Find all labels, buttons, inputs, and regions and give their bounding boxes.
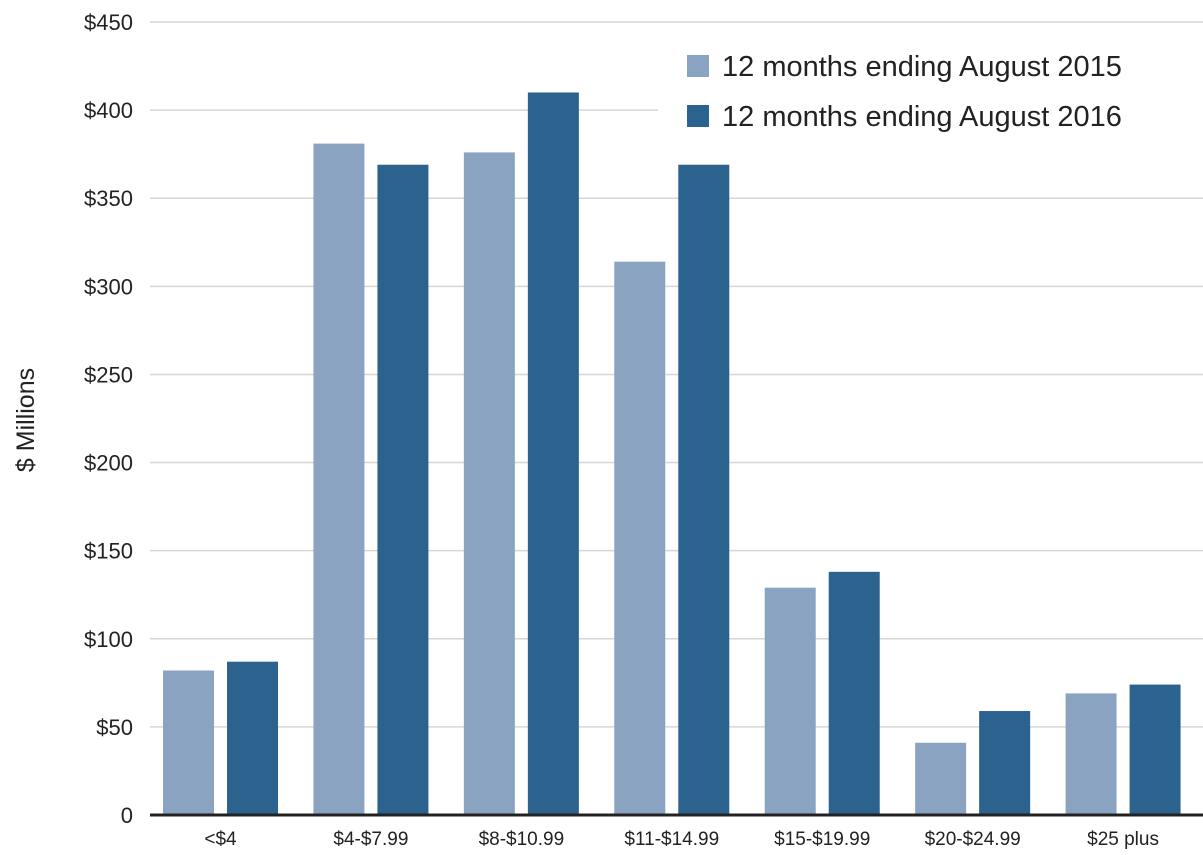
bar-2015-1 — [313, 143, 365, 816]
legend-swatch — [687, 105, 709, 127]
x-category-label: $20-$24.99 — [925, 829, 1021, 850]
bar-2015-5 — [915, 742, 967, 815]
y-tick-label: $450 — [84, 10, 133, 35]
legend-label: 12 months ending August 2015 — [722, 51, 1122, 83]
x-category-label: $4-$7.99 — [333, 829, 408, 850]
bar-2016-1 — [377, 164, 429, 816]
bar-2015-3 — [614, 261, 666, 815]
bars — [163, 92, 1181, 816]
y-tick-label: $50 — [96, 715, 133, 740]
bar-2016-6 — [1129, 684, 1181, 815]
x-axis-categories: <$4 $4-$7.99 $8-$10.99 $11-$14.99 $15-$19.99… — [204, 829, 1159, 850]
legend-background — [658, 42, 1203, 142]
y-tick-label: $350 — [84, 186, 133, 211]
bar-2016-0 — [227, 661, 278, 815]
x-category-label: $15-$19.99 — [774, 829, 870, 850]
y-axis-title: $ Millions — [12, 368, 40, 472]
bar-2015-2 — [463, 152, 515, 816]
bar-2015-0 — [163, 670, 214, 815]
x-category-label: <$4 — [204, 829, 237, 850]
y-tick-label: $150 — [84, 539, 133, 564]
bar-2016-3 — [678, 164, 730, 816]
y-tick-label: $250 — [84, 362, 133, 387]
y-tick-label: $400 — [84, 98, 133, 123]
bar-2016-5 — [979, 711, 1031, 815]
bar-2016-2 — [527, 92, 579, 815]
legend-swatch — [687, 55, 709, 77]
legend: 12 months ending August 2015 12 months en… — [658, 42, 1203, 142]
bar-2016-4 — [828, 571, 880, 815]
y-tick-label: $300 — [84, 274, 133, 299]
y-axis-ticks: 0 $50 $100 $150 $200 $250 $300 $350 $400 $450 — [84, 10, 133, 828]
legend-label: 12 months ending August 2016 — [722, 101, 1122, 133]
bar-2015-6 — [1065, 693, 1117, 815]
bar-2015-4 — [764, 587, 816, 815]
x-category-label: $25 plus — [1087, 829, 1159, 850]
x-category-label: $11-$14.99 — [624, 829, 719, 850]
y-tick-label: $100 — [84, 627, 133, 652]
x-category-label: $8-$10.99 — [479, 829, 565, 850]
y-tick-label: $200 — [84, 451, 133, 476]
y-tick-label: 0 — [121, 803, 133, 828]
